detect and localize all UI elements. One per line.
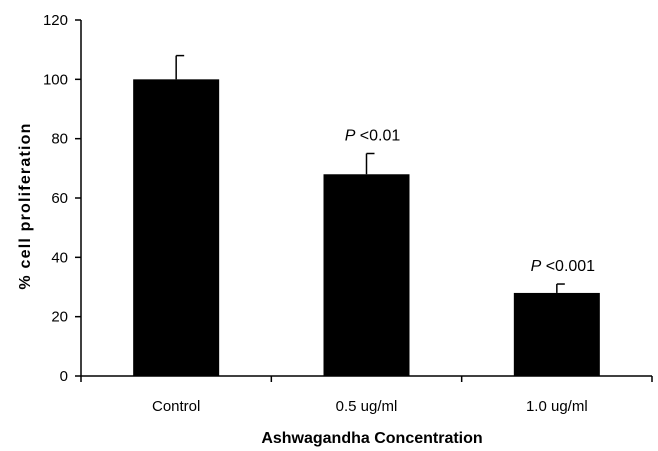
p-symbol: P xyxy=(345,128,356,145)
p-value: <0.01 xyxy=(355,128,400,145)
x-axis-title: Ashwagandha Concentration xyxy=(261,430,482,447)
p-value: <0.001 xyxy=(541,258,595,275)
bar-0 xyxy=(133,79,220,376)
significance-label-2: P <0.001 xyxy=(531,258,596,275)
y-tick-label: 0 xyxy=(60,368,68,385)
x-tick-label: 1.0 ug/ml xyxy=(526,398,588,415)
y-tick-label: 20 xyxy=(51,309,68,326)
y-tick-label: 40 xyxy=(51,249,68,266)
y-tick-label: 100 xyxy=(43,71,68,88)
y-axis-title: % cell proliferation xyxy=(17,122,34,289)
x-tick-label: 0.5 ug/ml xyxy=(336,398,398,415)
bar-2 xyxy=(513,292,600,376)
y-tick-label: 80 xyxy=(51,131,68,148)
significance-label-1: P <0.01 xyxy=(345,128,401,145)
y-tick-label: 60 xyxy=(51,190,68,207)
plot-area: 0 20 40 60 80 100 120 Control 0.5 ug/ml 1.0 ug/ml… xyxy=(43,12,653,415)
y-tick-label: 120 xyxy=(43,12,68,29)
p-symbol: P xyxy=(531,258,542,275)
x-tick-label: Control xyxy=(152,398,200,415)
bar-1 xyxy=(323,174,410,376)
